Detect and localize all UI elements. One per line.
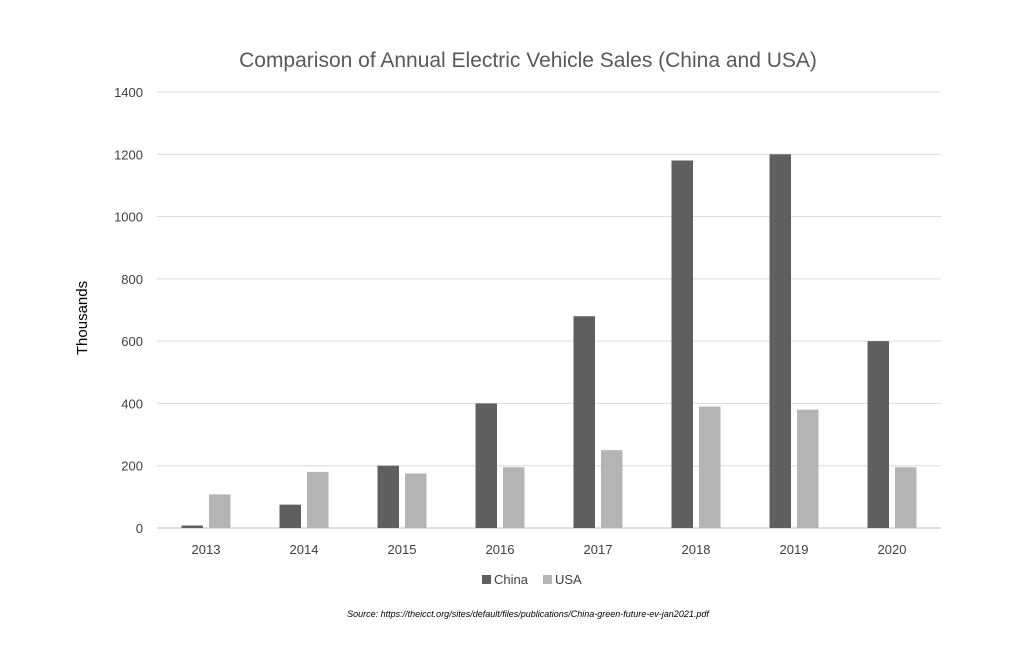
legend: China USA bbox=[482, 572, 582, 587]
bar-usa-2014 bbox=[307, 471, 329, 528]
x-tick-label: 2019 bbox=[780, 542, 809, 557]
x-tick-label: 2017 bbox=[584, 542, 613, 557]
bar-usa-2018 bbox=[699, 406, 721, 528]
bar-china-2016 bbox=[475, 403, 497, 528]
legend-swatch-usa bbox=[543, 575, 552, 584]
legend-swatch-china bbox=[482, 575, 491, 584]
x-tick-label: 2020 bbox=[878, 542, 907, 557]
y-tick-label: 1200 bbox=[114, 147, 143, 162]
bar-china-2019 bbox=[769, 154, 791, 529]
y-tick-label: 1000 bbox=[114, 210, 143, 225]
bar-china-2015 bbox=[377, 465, 399, 528]
y-tick-label: 600 bbox=[121, 334, 143, 349]
bar-china-2020 bbox=[867, 341, 889, 528]
y-axis-tick-labels: 0 200 400 600 800 1000 1200 1400 bbox=[114, 85, 143, 536]
legend-label-usa: USA bbox=[555, 572, 582, 587]
x-axis-tick-labels: 2013 2014 2015 2016 2017 2018 2019 2020 bbox=[192, 542, 907, 557]
bar-china-2013 bbox=[181, 525, 203, 528]
bar-usa-2015 bbox=[405, 473, 427, 528]
x-tick-label: 2018 bbox=[682, 542, 711, 557]
chart-title: Comparison of Annual Electric Vehicle Sa… bbox=[239, 49, 817, 72]
bar-usa-2016 bbox=[503, 467, 525, 528]
bar-usa-2013 bbox=[209, 494, 231, 528]
legend-label-china: China bbox=[494, 572, 529, 587]
y-tick-label: 200 bbox=[121, 459, 143, 474]
x-tick-label: 2016 bbox=[486, 542, 515, 557]
x-tick-label: 2015 bbox=[388, 542, 417, 557]
bars bbox=[181, 154, 917, 529]
source-note: Source: https://theicct.org/sites/defaul… bbox=[347, 609, 710, 619]
bar-usa-2019 bbox=[797, 409, 819, 528]
y-axis-label: Thousands bbox=[74, 281, 91, 355]
y-tick-label: 800 bbox=[121, 272, 143, 287]
gridlines bbox=[157, 91, 941, 529]
y-tick-label: 0 bbox=[136, 521, 143, 536]
bar-usa-2017 bbox=[601, 450, 623, 528]
y-tick-label: 400 bbox=[121, 396, 143, 411]
bar-usa-2020 bbox=[895, 467, 917, 528]
x-tick-label: 2014 bbox=[290, 542, 319, 557]
bar-china-2017 bbox=[573, 316, 595, 528]
y-tick-label: 1400 bbox=[114, 85, 143, 100]
bar-china-2014 bbox=[279, 504, 301, 528]
x-tick-label: 2013 bbox=[192, 542, 221, 557]
bar-china-2018 bbox=[671, 160, 693, 528]
